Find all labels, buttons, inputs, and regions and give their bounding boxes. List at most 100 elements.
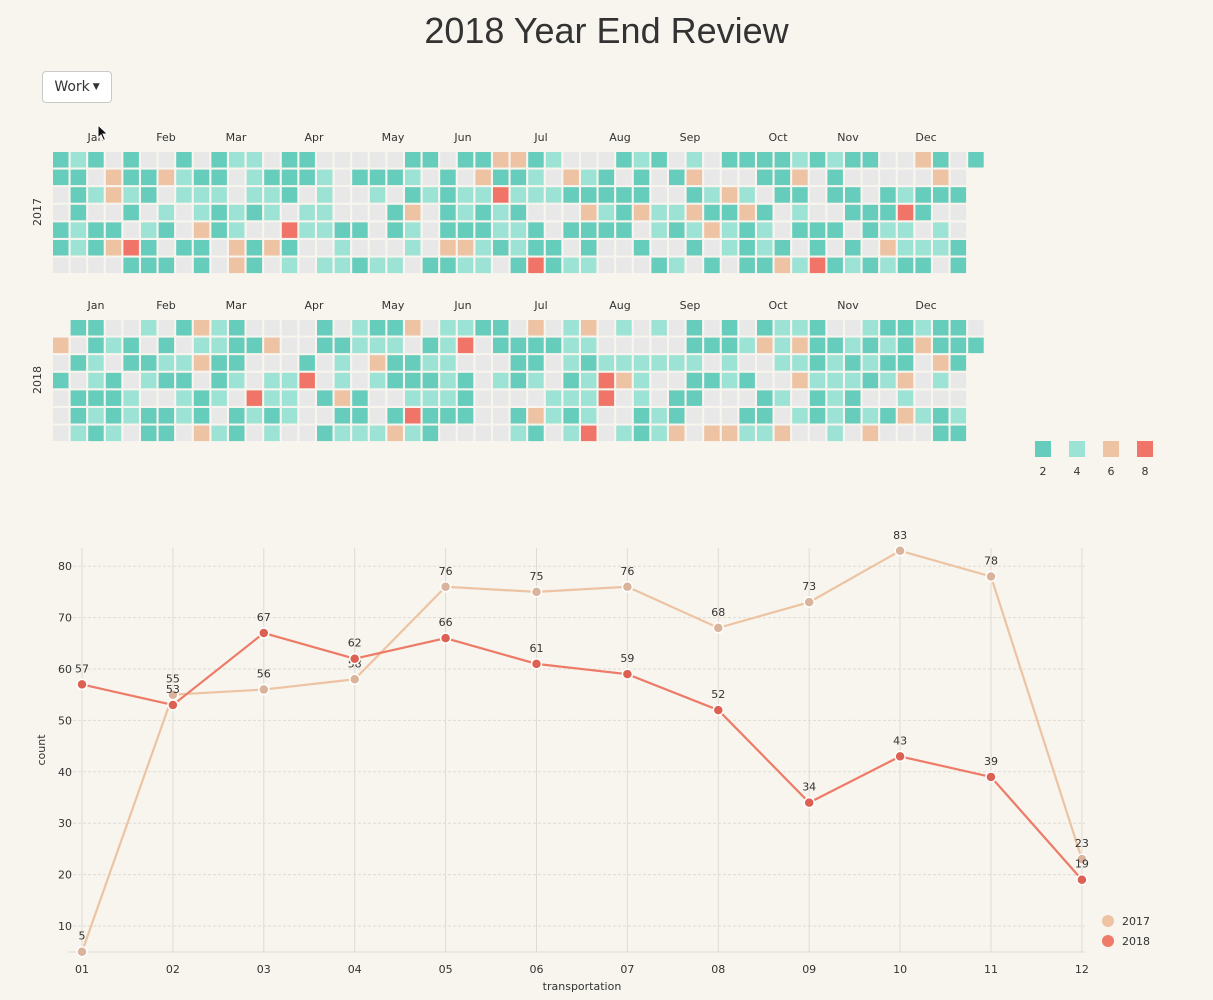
heatmap-day-cell[interactable] bbox=[281, 222, 298, 238]
heatmap-day-cell[interactable] bbox=[334, 372, 351, 389]
heatmap-day-cell[interactable] bbox=[264, 408, 280, 424]
heatmap-day-cell[interactable] bbox=[933, 390, 949, 406]
heatmap-day-cell[interactable] bbox=[845, 320, 861, 336]
heatmap-day-cell[interactable] bbox=[141, 169, 157, 186]
data-point[interactable] bbox=[621, 668, 634, 680]
heatmap-day-cell[interactable] bbox=[176, 240, 192, 256]
heatmap-day-cell[interactable] bbox=[158, 425, 175, 442]
heatmap-day-cell[interactable] bbox=[897, 257, 914, 274]
heatmap-day-cell[interactable] bbox=[669, 222, 685, 238]
heatmap-day-cell[interactable] bbox=[545, 169, 562, 186]
heatmap-day-cell[interactable] bbox=[897, 337, 914, 354]
heatmap-day-cell[interactable] bbox=[915, 355, 931, 371]
heatmap-day-cell[interactable] bbox=[334, 257, 351, 274]
heatmap-day-cell[interactable] bbox=[264, 169, 280, 186]
heatmap-day-cell[interactable] bbox=[70, 337, 87, 354]
heatmap-day-cell[interactable] bbox=[845, 425, 861, 442]
heatmap-day-cell[interactable] bbox=[457, 240, 474, 256]
heatmap-day-cell[interactable] bbox=[809, 408, 826, 424]
heatmap-day-cell[interactable] bbox=[141, 240, 157, 256]
heatmap-day-cell[interactable] bbox=[757, 187, 773, 203]
heatmap-day-cell[interactable] bbox=[669, 257, 685, 274]
heatmap-day-cell[interactable] bbox=[598, 320, 615, 336]
heatmap-day-cell[interactable] bbox=[880, 390, 896, 406]
heatmap-day-cell[interactable] bbox=[422, 152, 439, 168]
heatmap-day-cell[interactable] bbox=[862, 169, 879, 186]
heatmap-day-cell[interactable] bbox=[774, 204, 791, 221]
heatmap-day-cell[interactable] bbox=[88, 390, 104, 406]
data-point[interactable] bbox=[1076, 853, 1088, 865]
heatmap-day-cell[interactable] bbox=[739, 337, 755, 354]
heatmap-day-cell[interactable] bbox=[369, 355, 386, 371]
heatmap-day-cell[interactable] bbox=[880, 257, 896, 274]
heatmap-day-cell[interactable] bbox=[862, 257, 879, 274]
heatmap-day-cell[interactable] bbox=[598, 187, 615, 203]
heatmap-day-cell[interactable] bbox=[334, 337, 351, 354]
heatmap-day-cell[interactable] bbox=[563, 257, 579, 274]
heatmap-day-cell[interactable] bbox=[616, 240, 632, 256]
heatmap-day-cell[interactable] bbox=[510, 337, 527, 354]
heatmap-day-cell[interactable] bbox=[281, 390, 298, 406]
data-point[interactable] bbox=[894, 545, 906, 557]
heatmap-day-cell[interactable] bbox=[651, 152, 667, 168]
heatmap-day-cell[interactable] bbox=[563, 222, 579, 238]
heatmap-day-cell[interactable] bbox=[721, 240, 738, 256]
heatmap-day-cell[interactable] bbox=[686, 204, 703, 221]
heatmap-day-cell[interactable] bbox=[176, 337, 192, 354]
heatmap-day-cell[interactable] bbox=[211, 152, 227, 168]
heatmap-day-cell[interactable] bbox=[581, 187, 597, 203]
heatmap-day-cell[interactable] bbox=[950, 337, 967, 354]
heatmap-day-cell[interactable] bbox=[669, 390, 685, 406]
heatmap-day-cell[interactable] bbox=[440, 222, 456, 238]
heatmap-day-cell[interactable] bbox=[317, 152, 333, 168]
heatmap-day-cell[interactable] bbox=[897, 152, 914, 168]
heatmap-day-cell[interactable] bbox=[757, 337, 773, 354]
heatmap-day-cell[interactable] bbox=[721, 222, 738, 238]
heatmap-day-cell[interactable] bbox=[457, 222, 474, 238]
heatmap-day-cell[interactable] bbox=[598, 337, 615, 354]
heatmap-day-cell[interactable] bbox=[457, 257, 474, 274]
heatmap-day-cell[interactable] bbox=[510, 408, 527, 424]
heatmap-day-cell[interactable] bbox=[281, 257, 298, 274]
heatmap-day-cell[interactable] bbox=[774, 337, 791, 354]
heatmap-day-cell[interactable] bbox=[704, 169, 720, 186]
heatmap-day-cell[interactable] bbox=[827, 320, 843, 336]
heatmap-day-cell[interactable] bbox=[334, 425, 351, 442]
heatmap-day-cell[interactable] bbox=[70, 240, 87, 256]
heatmap-day-cell[interactable] bbox=[686, 169, 703, 186]
heatmap-day-cell[interactable] bbox=[369, 372, 386, 389]
heatmap-day-cell[interactable] bbox=[880, 240, 896, 256]
heatmap-day-cell[interactable] bbox=[123, 390, 139, 406]
heatmap-day-cell[interactable] bbox=[193, 425, 210, 442]
heatmap-day-cell[interactable] bbox=[493, 408, 509, 424]
heatmap-day-cell[interactable] bbox=[915, 240, 931, 256]
heatmap-day-cell[interactable] bbox=[299, 204, 315, 221]
heatmap-day-cell[interactable] bbox=[88, 240, 104, 256]
heatmap-day-cell[interactable] bbox=[369, 204, 386, 221]
heatmap-day-cell[interactable] bbox=[53, 372, 69, 389]
heatmap-day-cell[interactable] bbox=[299, 320, 315, 336]
heatmap-day-cell[interactable] bbox=[704, 222, 720, 238]
heatmap-day-cell[interactable] bbox=[545, 337, 562, 354]
heatmap-day-cell[interactable] bbox=[528, 390, 544, 406]
heatmap-day-cell[interactable] bbox=[633, 337, 650, 354]
heatmap-day-cell[interactable] bbox=[598, 425, 615, 442]
heatmap-day-cell[interactable] bbox=[422, 372, 439, 389]
heatmap-day-cell[interactable] bbox=[933, 257, 949, 274]
heatmap-day-cell[interactable] bbox=[721, 187, 738, 203]
heatmap-day-cell[interactable] bbox=[633, 222, 650, 238]
heatmap-day-cell[interactable] bbox=[862, 222, 879, 238]
heatmap-day-cell[interactable] bbox=[299, 390, 315, 406]
heatmap-day-cell[interactable] bbox=[493, 204, 509, 221]
heatmap-day-cell[interactable] bbox=[70, 425, 87, 442]
heatmap-day-cell[interactable] bbox=[176, 425, 192, 442]
heatmap-day-cell[interactable] bbox=[880, 222, 896, 238]
data-point[interactable] bbox=[803, 796, 815, 809]
data-point[interactable] bbox=[167, 699, 179, 711]
heatmap-day-cell[interactable] bbox=[616, 425, 632, 442]
heatmap-day-cell[interactable] bbox=[229, 320, 245, 336]
heatmap-day-cell[interactable] bbox=[792, 320, 808, 336]
heatmap-day-cell[interactable] bbox=[510, 204, 527, 221]
heatmap-day-cell[interactable] bbox=[369, 408, 386, 424]
heatmap-day-cell[interactable] bbox=[211, 408, 227, 424]
